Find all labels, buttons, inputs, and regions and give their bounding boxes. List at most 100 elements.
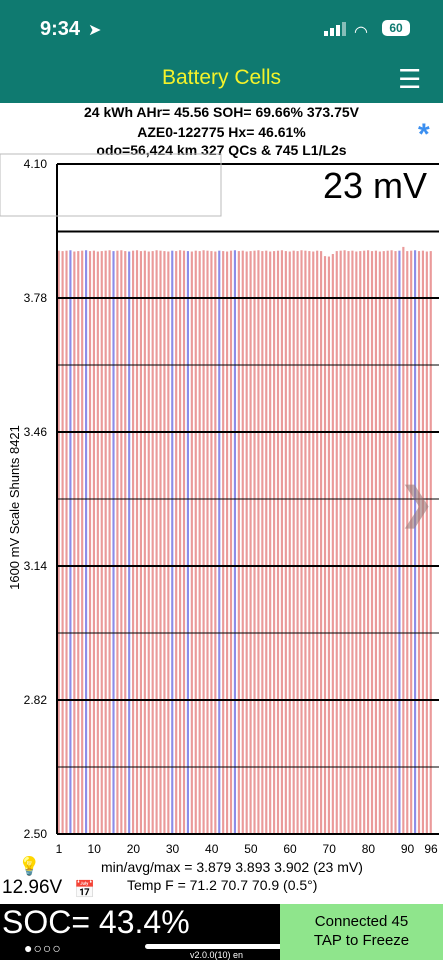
cell-bar bbox=[367, 250, 370, 834]
cell-bar bbox=[190, 251, 193, 835]
x-tick-label: 70 bbox=[323, 842, 337, 856]
cell-bar bbox=[355, 251, 358, 835]
cell-bar bbox=[347, 251, 350, 835]
cell-bar bbox=[163, 251, 166, 835]
cell-bar bbox=[81, 250, 84, 834]
cell-bar bbox=[147, 251, 150, 835]
cell-bar bbox=[339, 250, 342, 834]
x-tick-label: 30 bbox=[166, 842, 180, 856]
cell-bar bbox=[139, 251, 143, 835]
cell-bar bbox=[417, 251, 421, 835]
cell-bar bbox=[229, 250, 233, 834]
cell-bar bbox=[132, 250, 135, 834]
cell-bar bbox=[316, 250, 319, 834]
y-tick-label: 4.10 bbox=[24, 157, 48, 171]
cell-bar bbox=[155, 250, 158, 834]
cell-bar bbox=[382, 251, 385, 835]
cell-bar bbox=[331, 254, 334, 834]
wifi-icon: ◠ bbox=[354, 24, 368, 41]
status-time: 9:34 bbox=[40, 18, 81, 40]
freeze-box[interactable] bbox=[0, 153, 222, 217]
cell-bar bbox=[363, 250, 366, 834]
y-tick-label: 3.78 bbox=[24, 291, 48, 305]
cell-bar bbox=[284, 251, 287, 835]
min-avg-max: min/avg/max = 3.879 3.893 3.902 (23 mV) bbox=[101, 859, 363, 875]
cell-bar bbox=[261, 251, 264, 835]
cell-bar bbox=[88, 251, 92, 835]
cell-bar bbox=[308, 251, 311, 835]
x-tick-label: 80 bbox=[362, 842, 376, 856]
cell-bar bbox=[253, 250, 256, 834]
cell-bar bbox=[273, 251, 276, 835]
connection-button[interactable]: Connected 45 TAP to Freeze bbox=[280, 904, 443, 960]
calendar-icon[interactable]: 📅 bbox=[74, 880, 96, 899]
cell-bar bbox=[124, 251, 127, 835]
cell-bar bbox=[359, 251, 362, 835]
cell-bar bbox=[378, 251, 381, 835]
cell-voltage-chart[interactable]: 4.10 3.78 3.46 3.14 2.82 2.50 1 10 20 30 40 50 60 70… bbox=[0, 150, 443, 860]
y-axis-label: 1600 mV Scale Shunts 8421 bbox=[6, 425, 22, 590]
y-tick-label: 2.82 bbox=[24, 693, 48, 707]
cell-bar bbox=[65, 250, 68, 834]
hamburger-menu-icon[interactable]: ☰ bbox=[398, 64, 422, 94]
cell-bar bbox=[182, 250, 186, 834]
spread-label: 23 mV bbox=[323, 165, 427, 206]
nav-bar: Battery Cells ☰ bbox=[0, 60, 443, 103]
chevron-right-icon[interactable]: ❯ bbox=[398, 479, 435, 528]
page-title: Battery Cells bbox=[161, 66, 282, 89]
cell-bar bbox=[222, 251, 225, 835]
cell-bar bbox=[202, 250, 205, 834]
cell-bar bbox=[327, 256, 331, 834]
cell-bar bbox=[304, 250, 307, 834]
cell-bar bbox=[265, 250, 268, 834]
cell-bar bbox=[245, 251, 248, 835]
cell-bar bbox=[198, 251, 201, 835]
cell-bar bbox=[159, 250, 162, 834]
cell-bar bbox=[179, 250, 182, 834]
cell-bar bbox=[390, 250, 393, 834]
status-bar: 9:34 ➤ ◠ 60 bbox=[0, 0, 443, 60]
y-tick-label: 3.14 bbox=[24, 559, 48, 573]
version-label: v2.0.0(10) en bbox=[190, 950, 244, 960]
cell-bar bbox=[210, 251, 213, 835]
x-tick-label: 20 bbox=[127, 842, 141, 856]
x-tick-label: 96 bbox=[424, 842, 438, 856]
cell-bar bbox=[292, 250, 295, 834]
cell-bar bbox=[398, 250, 401, 834]
cell-bar bbox=[351, 250, 354, 834]
summary-line-1: 24 kWh AHr= 45.56 SOH= 69.66% 373.75V bbox=[84, 104, 359, 120]
cell-bar bbox=[206, 250, 209, 834]
home-indicator bbox=[145, 944, 295, 949]
cell-bar bbox=[300, 250, 303, 834]
cell-bar bbox=[386, 250, 389, 834]
cell-bar bbox=[92, 250, 96, 834]
cell-bar bbox=[429, 251, 432, 835]
cell-bar bbox=[104, 250, 107, 834]
cell-bar bbox=[151, 251, 154, 835]
cell-bar bbox=[374, 250, 378, 834]
cell-bar bbox=[269, 251, 272, 835]
cell-bar bbox=[249, 251, 252, 835]
cell-bar bbox=[175, 251, 178, 835]
lightbulb-icon[interactable]: 💡 bbox=[18, 856, 41, 876]
cell-bar bbox=[410, 250, 413, 834]
location-arrow-icon: ➤ bbox=[88, 22, 102, 39]
pack-voltage: 12.96V bbox=[2, 877, 63, 898]
cell-bar bbox=[323, 256, 327, 834]
cell-bar bbox=[425, 251, 428, 835]
cell-bar bbox=[57, 250, 60, 834]
cell-bar bbox=[237, 251, 240, 835]
page-dots[interactable]: ●○○○ bbox=[24, 940, 62, 956]
summary-line-2: AZE0-122775 Hx= 46.61% bbox=[137, 124, 306, 140]
cell-bar bbox=[241, 250, 244, 834]
asterisk-icon[interactable]: * bbox=[418, 118, 430, 151]
cell-bar bbox=[69, 250, 72, 834]
x-tick-label: 1 bbox=[56, 842, 63, 856]
cell-bar bbox=[171, 250, 174, 834]
x-tick-label: 10 bbox=[88, 842, 102, 856]
x-tick-label: 60 bbox=[283, 842, 297, 856]
cell-bar bbox=[335, 251, 338, 835]
cell-bar bbox=[135, 250, 139, 834]
cell-bar bbox=[312, 251, 315, 835]
cell-bar bbox=[218, 250, 221, 834]
